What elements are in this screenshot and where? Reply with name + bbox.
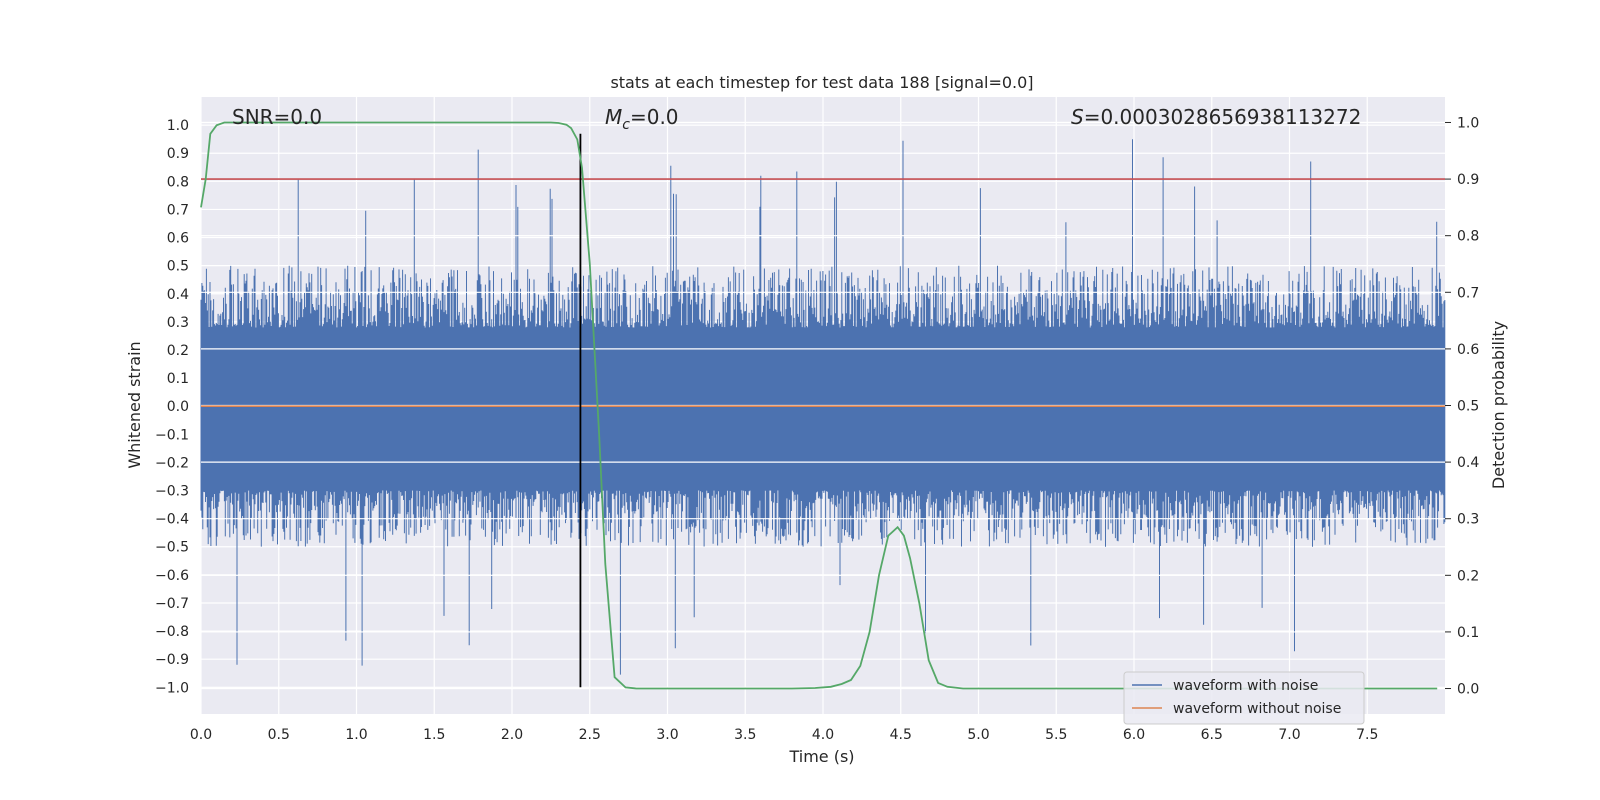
- annotation-chirp-mass: Mc=0.0: [605, 105, 679, 133]
- y-tick-label: 0.6: [167, 231, 189, 247]
- legend: waveform with noise waveform without noi…: [1123, 671, 1365, 725]
- y-tick-label: 0.3: [167, 315, 189, 331]
- y-tick-label: −0.4: [155, 512, 189, 528]
- axis-ticks: 0.0 0.5 1.0 1.5 2.0 2.5 3.0 3.5 4.0 4.5 5.0 5.5 6.0 6…: [155, 115, 1479, 743]
- legend-label-without-noise: waveform without noise: [1173, 701, 1341, 717]
- y-tick-label: 0.0: [167, 399, 189, 415]
- chart-title: stats at each timestep for test data 188…: [610, 73, 1033, 92]
- y-tick-label: −0.7: [155, 596, 189, 612]
- x-tick-label: 7.0: [1278, 727, 1300, 743]
- y2-tick-label: 0.6: [1457, 342, 1479, 358]
- y-tick-label: 0.2: [167, 343, 189, 359]
- annotation-s-value: =0.0003028656938113272: [1084, 105, 1362, 129]
- annotation-chirp-mass-symbol: M: [605, 105, 622, 129]
- y2-tick-label: 0.4: [1457, 455, 1479, 471]
- x-tick-label: 5.5: [1045, 727, 1067, 743]
- annotation-s: S=0.0003028656938113272: [1071, 105, 1361, 129]
- annotation-chirp-mass-subscript: c: [622, 117, 630, 133]
- y-tick-label: 0.5: [167, 259, 189, 275]
- x-tick-label: 0.5: [268, 727, 290, 743]
- x-tick-label: 1.5: [423, 727, 445, 743]
- y-tick-label: 1.0: [167, 118, 189, 134]
- y-tick-label: −0.8: [155, 624, 189, 640]
- y-tick-label: −0.2: [155, 455, 189, 471]
- x-tick-label: 1.0: [345, 727, 367, 743]
- y2-tick-label: 0.5: [1457, 399, 1479, 415]
- legend-label-with-noise: waveform with noise: [1173, 678, 1318, 694]
- x-tick-label: 4.5: [890, 727, 912, 743]
- x-tick-label: 7.5: [1356, 727, 1378, 743]
- x-axis-label: Time (s): [788, 747, 854, 766]
- y-tick-label: −1.0: [155, 680, 189, 696]
- y-tick-label: 0.7: [167, 202, 189, 218]
- y-axis-label: Whitened strain: [125, 341, 144, 468]
- y-tick-label: 0.9: [167, 146, 189, 162]
- legend-box: [1123, 671, 1365, 725]
- y2-tick-label: 0.0: [1457, 682, 1479, 698]
- y-tick-label: 0.4: [167, 287, 189, 303]
- annotation-snr: SNR=0.0: [232, 105, 322, 129]
- y2-tick-label: 0.2: [1457, 568, 1479, 584]
- x-tick-label: 2.0: [501, 727, 523, 743]
- y2-tick-label: 0.3: [1457, 512, 1479, 528]
- detection-probability-line: [200, 121, 1438, 690]
- x-tick-label: 5.0: [967, 727, 989, 743]
- y-tick-label: −0.3: [155, 484, 189, 500]
- x-tick-label: 4.0: [812, 727, 834, 743]
- y-tick-label: −0.6: [155, 568, 189, 584]
- x-tick-label: 0.0: [190, 727, 212, 743]
- x-tick-label: 6.5: [1201, 727, 1223, 743]
- y2-tick-label: 0.9: [1457, 172, 1479, 188]
- y-tick-label: −0.9: [155, 652, 189, 668]
- y-tick-label: −0.1: [155, 427, 189, 443]
- x-tick-label: 2.5: [579, 727, 601, 743]
- x-tick-label: 3.5: [734, 727, 756, 743]
- annotation-s-symbol: S: [1071, 105, 1084, 129]
- y2-axis-label: Detection probability: [1489, 321, 1508, 489]
- y-tick-label: 0.8: [167, 174, 189, 190]
- x-tick-label: 3.0: [656, 727, 678, 743]
- annotation-chirp-mass-value: =0.0: [630, 105, 679, 129]
- y-tick-label: 0.1: [167, 371, 189, 387]
- y2-tick-label: 0.7: [1457, 285, 1479, 301]
- y2-tick-label: 0.8: [1457, 229, 1479, 245]
- x-tick-label: 6.0: [1123, 727, 1145, 743]
- y2-tick-label: 1.0: [1457, 115, 1479, 131]
- y-tick-label: −0.5: [155, 540, 189, 556]
- y2-tick-label: 0.1: [1457, 625, 1479, 641]
